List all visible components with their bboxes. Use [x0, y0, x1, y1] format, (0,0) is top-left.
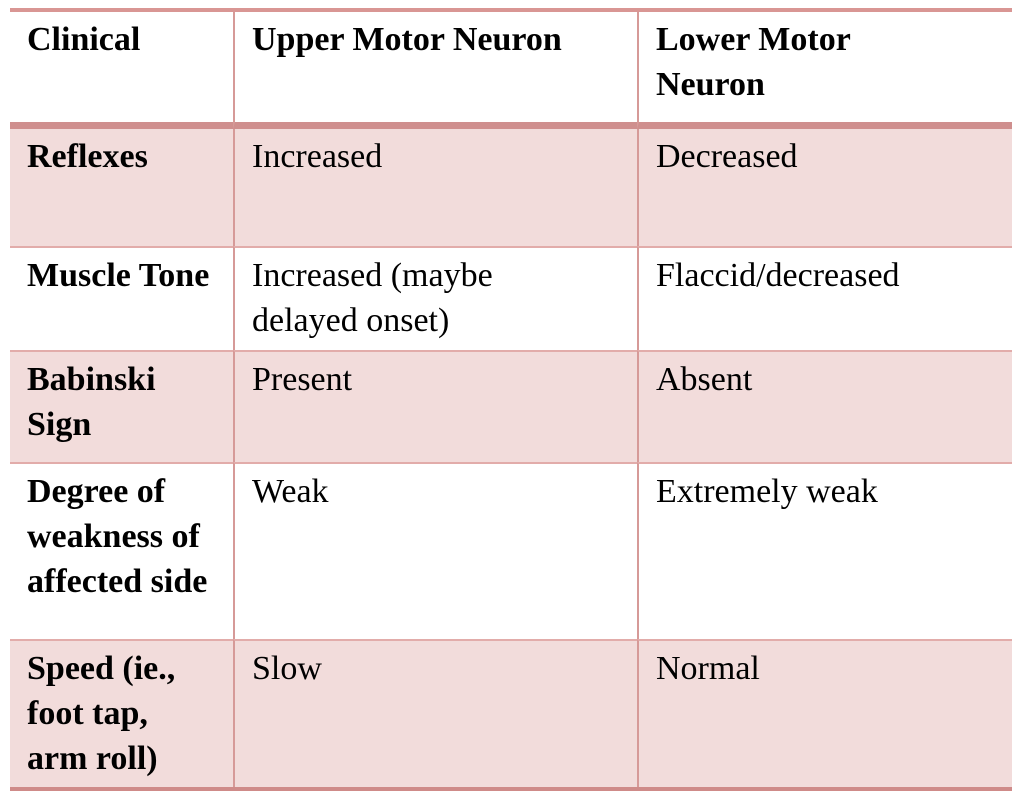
- cell-muscle-tone-umn-text: Increased (maybe delayed onset): [252, 257, 493, 339]
- row-label-reflexes: Reflexes: [10, 129, 233, 246]
- row-label-babinski-sign-text: Babinski Sign: [27, 360, 156, 443]
- row-label-reflexes-text: Reflexes: [27, 138, 148, 175]
- cell-weakness-umn-text: Weak: [252, 472, 329, 510]
- cell-speed-umn-text: Slow: [252, 649, 322, 687]
- row-label-muscle-tone: Muscle Tone: [10, 246, 233, 350]
- cell-reflexes-umn: Increased: [233, 129, 637, 246]
- header-upper-motor-neuron: Upper Motor Neuron: [233, 12, 637, 129]
- cell-babinski-lmn: Absent: [637, 349, 1012, 462]
- row-label-muscle-tone-text: Muscle Tone: [27, 257, 210, 294]
- cell-weakness-lmn-text: Extremely weak: [656, 472, 878, 510]
- header-lower-motor-neuron: Lower Motor Neuron: [637, 12, 1012, 129]
- table-row-degree-of-weakness: Degree of weakness of affected side Weak…: [10, 461, 1012, 639]
- header-clinical-label: Clinical: [27, 21, 141, 58]
- cell-reflexes-lmn: Decreased: [637, 129, 1012, 246]
- cell-babinski-umn-text: Present: [252, 360, 353, 398]
- header-lower-motor-neuron-label: Lower Motor Neuron: [656, 21, 851, 103]
- cell-muscle-tone-lmn: Flaccid/decreased: [637, 246, 1012, 350]
- header-upper-motor-neuron-label: Upper Motor Neuron: [252, 21, 562, 58]
- cell-muscle-tone-lmn-text: Flaccid/decreased: [656, 257, 900, 294]
- cell-babinski-umn: Present: [233, 349, 637, 462]
- row-label-degree-of-weakness: Degree of weakness of affected side: [10, 461, 233, 639]
- umn-lmn-comparison-table: Clinical Upper Motor Neuron Lower Motor …: [10, 8, 1012, 791]
- table-row-reflexes: Reflexes Increased Decreased: [10, 129, 1012, 246]
- row-label-degree-of-weakness-text: Degree of weakness of affected side: [27, 472, 208, 600]
- cell-weakness-umn: Weak: [233, 461, 637, 639]
- cell-reflexes-umn-text: Increased: [252, 138, 383, 175]
- header-row: Clinical Upper Motor Neuron Lower Motor …: [10, 12, 1012, 129]
- row-label-speed: Speed (ie., foot tap, arm roll): [10, 638, 233, 788]
- cell-speed-lmn: Normal: [637, 638, 1012, 788]
- umn-lmn-comparison-table-container: Clinical Upper Motor Neuron Lower Motor …: [10, 8, 1012, 791]
- cell-reflexes-lmn-text: Decreased: [656, 138, 798, 175]
- table-row-speed: Speed (ie., foot tap, arm roll) Slow Nor…: [10, 638, 1012, 788]
- header-clinical: Clinical: [10, 12, 233, 129]
- cell-speed-umn: Slow: [233, 638, 637, 788]
- cell-weakness-lmn: Extremely weak: [637, 461, 1012, 639]
- cell-muscle-tone-umn: Increased (maybe delayed onset): [233, 246, 637, 350]
- table-row-muscle-tone: Muscle Tone Increased (maybe delayed ons…: [10, 246, 1012, 350]
- row-label-babinski-sign: Babinski Sign: [10, 349, 233, 462]
- cell-babinski-lmn-text: Absent: [656, 360, 753, 398]
- table-row-babinski-sign: Babinski Sign Present Absent: [10, 349, 1012, 462]
- row-label-speed-text: Speed (ie., foot tap, arm roll): [27, 649, 176, 777]
- cell-speed-lmn-text: Normal: [656, 649, 760, 687]
